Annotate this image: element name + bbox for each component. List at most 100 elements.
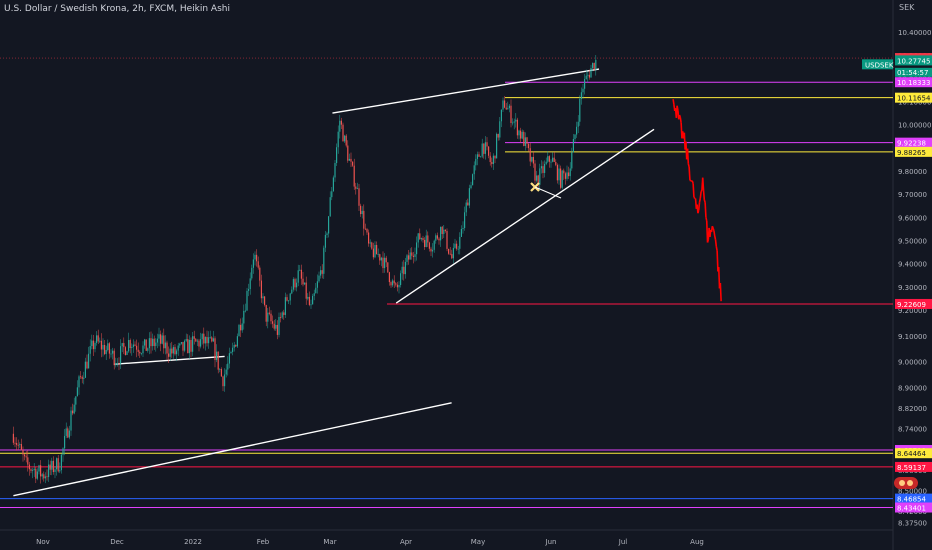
candle-body [513,121,515,123]
candle-body [25,456,27,458]
level-price-tag [895,55,932,66]
candle-body [190,339,192,352]
trendline [534,186,562,199]
candle-body [388,272,390,283]
level-price-text: 8.43401 [897,504,926,512]
projection-segment [692,183,695,198]
candle-body [208,337,210,344]
candle-body [584,79,586,89]
candle-body [313,293,315,296]
candle-body [88,353,90,369]
y-tick-label: 8.90000 [898,384,927,392]
candle-body [83,377,85,379]
candle-body [579,98,581,122]
candle-body [433,240,435,250]
candle-body [131,346,133,349]
candle-body [310,304,312,306]
candle-body [33,468,35,471]
candle-body [176,350,178,355]
candle-body [220,369,222,377]
candle-body [288,300,290,302]
projected-path [672,99,722,302]
candle-body [260,280,262,299]
candle-body [28,464,30,470]
candle-body [268,312,270,314]
candle-body [121,343,123,347]
candle-body [24,454,26,457]
candle-body [137,349,139,352]
candle-body [417,233,419,243]
candle-body [438,238,440,241]
projection-segment [699,191,702,199]
level-price-tag [895,77,932,88]
candle-body [86,361,88,369]
candle-body [497,133,499,138]
candle-body [209,337,211,339]
candle-body [193,336,195,339]
candle-body [572,139,574,153]
y-tick-label: 8.74000 [898,426,927,434]
candle-body [155,342,157,347]
candle-body [262,296,264,299]
candle-body [148,338,150,349]
candle-body [112,350,114,354]
candle-body [219,369,221,370]
candle-body [376,244,378,255]
candle-body [264,296,266,305]
candle-body [387,262,389,273]
candle-body [203,333,205,344]
y-tick-label: 9.50000 [898,238,927,246]
candle-body [187,339,189,354]
candle-body [486,142,488,147]
candle-body [184,340,186,351]
candle-body [385,257,387,263]
candle-body [483,143,485,154]
candle-body [166,342,168,354]
candle-body [459,236,461,249]
candle-body [128,340,130,352]
chart-title: U.S. Dollar / Swedish Krona, 2h, FXCM, H… [4,4,230,14]
candle-body [275,324,277,329]
candle-body [192,336,194,352]
y-tick-label: 9.00000 [898,359,927,367]
candle-body [132,344,134,347]
candle-body [38,465,40,472]
trendline [332,68,600,114]
candle-body [409,252,411,260]
candle-body [534,163,536,181]
y-tick-label: 10.40000 [898,29,931,37]
candle-body [222,376,224,387]
candle-body [177,345,179,351]
candle-body [366,229,368,233]
candle-body [464,212,466,228]
candle-body [171,348,173,354]
candle-body [451,254,453,259]
candle-body [515,119,517,122]
projection-segment [712,228,715,231]
candle-body [420,238,422,240]
projection-segment [693,196,696,199]
axis-unit-label: SEK [899,3,915,12]
x-tick-label: Jul [618,538,628,546]
candle-body [587,74,589,76]
y-tick-label: 10.00000 [898,122,931,130]
candle-body [371,242,373,249]
projection-segment [698,197,702,203]
candle-body [76,387,78,397]
candle-body [412,255,414,257]
level-price-text: 10.27745 [897,57,930,65]
candle-body [393,280,395,284]
candle-body [516,119,518,136]
candle-body [204,336,206,344]
candle-body [414,254,416,257]
candle-body [153,338,155,347]
x-tick-label: 2022 [184,538,202,546]
candle-body [500,109,502,122]
candle-body [368,232,370,244]
candle-body [92,340,94,350]
candle-body [510,105,512,124]
chart-grid [0,0,894,550]
candle-body [81,376,83,379]
candle-body [576,126,578,135]
